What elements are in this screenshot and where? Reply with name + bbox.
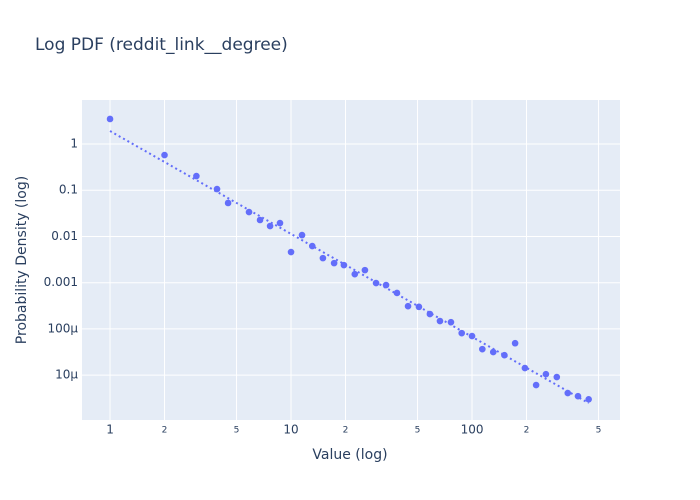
x-tick-label: 1 xyxy=(106,423,114,437)
data-point xyxy=(161,151,168,159)
data-point xyxy=(511,339,519,347)
data-point xyxy=(553,373,561,381)
data-point xyxy=(351,270,359,278)
data-point xyxy=(298,231,306,239)
fit-line xyxy=(109,130,590,404)
data-point xyxy=(340,261,348,269)
data-point xyxy=(479,345,486,353)
data-point xyxy=(542,370,550,378)
data-point xyxy=(256,216,264,224)
y-axis-title: Probability Density (log) xyxy=(14,176,30,344)
data-point xyxy=(532,381,540,389)
data-point xyxy=(436,317,444,325)
data-point xyxy=(404,302,412,310)
x-tick-label: 5 xyxy=(415,426,421,436)
plot-area xyxy=(82,100,620,420)
y-tick-label: 1 xyxy=(70,137,78,151)
x-tick-label: 2 xyxy=(343,426,349,436)
data-point xyxy=(489,348,497,356)
x-axis-title: Value (log) xyxy=(312,447,387,463)
data-point xyxy=(458,329,466,337)
x-tick-label: 2 xyxy=(524,426,530,436)
data-point xyxy=(361,266,369,274)
y-tick-label: 100μ xyxy=(47,321,78,335)
data-point xyxy=(330,259,338,267)
data-point xyxy=(287,248,295,256)
data-point xyxy=(224,199,232,207)
data-point xyxy=(319,254,327,262)
data-point xyxy=(106,115,114,123)
x-tick-label: 10 xyxy=(283,423,298,437)
data-point xyxy=(276,219,284,227)
y-tick-label: 0.001 xyxy=(44,275,78,289)
chart-title: Log PDF (reddit_link__degree) xyxy=(35,35,288,55)
x-tick-label: 2 xyxy=(162,426,168,436)
y-tick-label: 0.01 xyxy=(51,229,78,243)
y-tick-label: 10μ xyxy=(55,368,78,382)
data-point xyxy=(193,172,200,180)
data-point xyxy=(585,396,592,403)
x-tick-label: 5 xyxy=(596,426,602,436)
y-tick-label: 0.1 xyxy=(59,183,78,197)
data-point xyxy=(245,208,253,216)
x-tick-label: 100 xyxy=(461,423,484,437)
x-tick-label: 5 xyxy=(234,426,240,436)
data-point xyxy=(266,222,274,230)
